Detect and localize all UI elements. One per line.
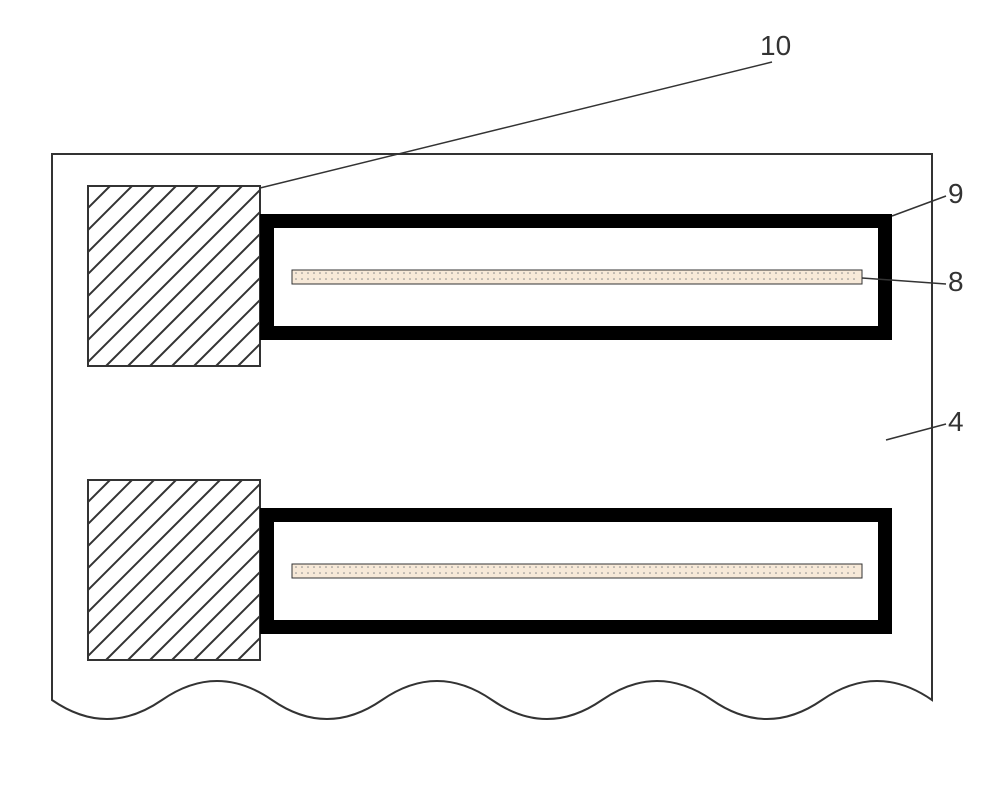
- diagram-svg: [0, 0, 1000, 791]
- label-10: 10: [760, 30, 791, 62]
- diagram-canvas: 10 9 8 4: [0, 0, 1000, 791]
- label-8: 8: [948, 266, 964, 298]
- label-4: 4: [948, 406, 964, 438]
- label-9: 9: [948, 178, 964, 210]
